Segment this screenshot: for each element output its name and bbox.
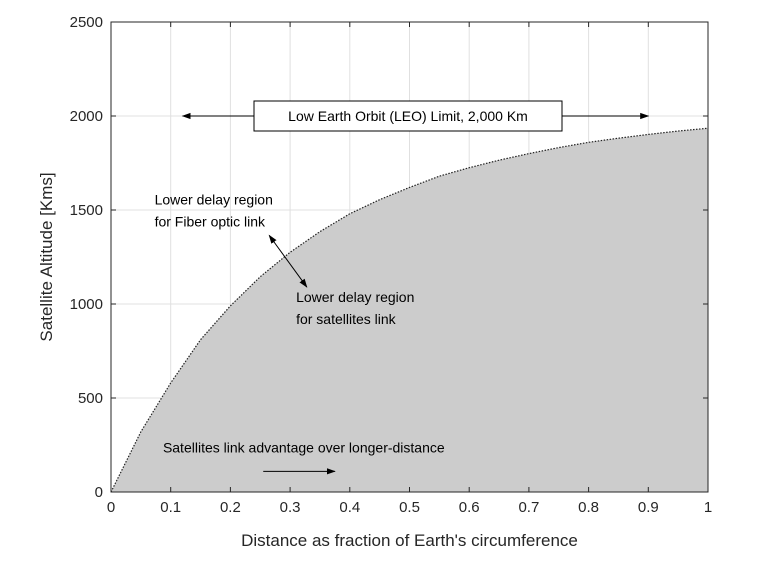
x-tick-label: 0.4: [339, 499, 360, 516]
x-tick-label: 0.3: [280, 499, 301, 516]
satellite-region-label-line-1: Lower delay region: [296, 289, 414, 305]
y-axis-ticks: 0 500 1000 1500 2000 2500: [70, 14, 708, 501]
satellite-advantage-area: [111, 128, 708, 492]
boundary-curve: [110, 127, 709, 493]
x-tick-label: 0.1: [160, 499, 181, 516]
y-tick-label: 0: [95, 484, 103, 501]
region-boundary-double-arrow: [268, 234, 308, 288]
x-tick-label: 0.6: [459, 499, 480, 516]
x-tick-label: 0.5: [399, 499, 420, 516]
y-tick-label: 2500: [70, 14, 103, 31]
x-axis-ticks: 0 0.1 0.2 0.3 0.4 0.5 0.6 0.7 0.8 0.9 1: [107, 22, 712, 516]
x-tick-label: 0.8: [578, 499, 599, 516]
x-tick-label: 0.9: [638, 499, 659, 516]
leo-label: Low Earth Orbit (LEO) Limit, 2,000 Km: [288, 108, 528, 124]
x-tick-label: 0: [107, 499, 115, 516]
leo-label-box: [253, 100, 563, 132]
y-tick-label: 500: [78, 390, 103, 407]
satellite-region-label-line-2: for satellites link: [296, 311, 397, 327]
advantage-label: Satellites link advantage over longer-di…: [163, 440, 445, 456]
y-tick-label: 2000: [70, 108, 103, 125]
y-axis-label: Satellite Altitude [Kms]: [37, 172, 56, 341]
y-tick-label: 1000: [70, 296, 103, 313]
x-tick-label: 0.2: [220, 499, 241, 516]
fiber-region-label-line-1: Lower delay region: [155, 191, 273, 207]
fiber-region-label-line-2: for Fiber optic link: [155, 213, 266, 229]
y-tick-label: 1500: [70, 202, 103, 219]
x-tick-label: 1: [704, 499, 712, 516]
x-axis-label: Distance as fraction of Earth's circumfe…: [241, 531, 578, 550]
x-tick-label: 0.7: [518, 499, 539, 516]
